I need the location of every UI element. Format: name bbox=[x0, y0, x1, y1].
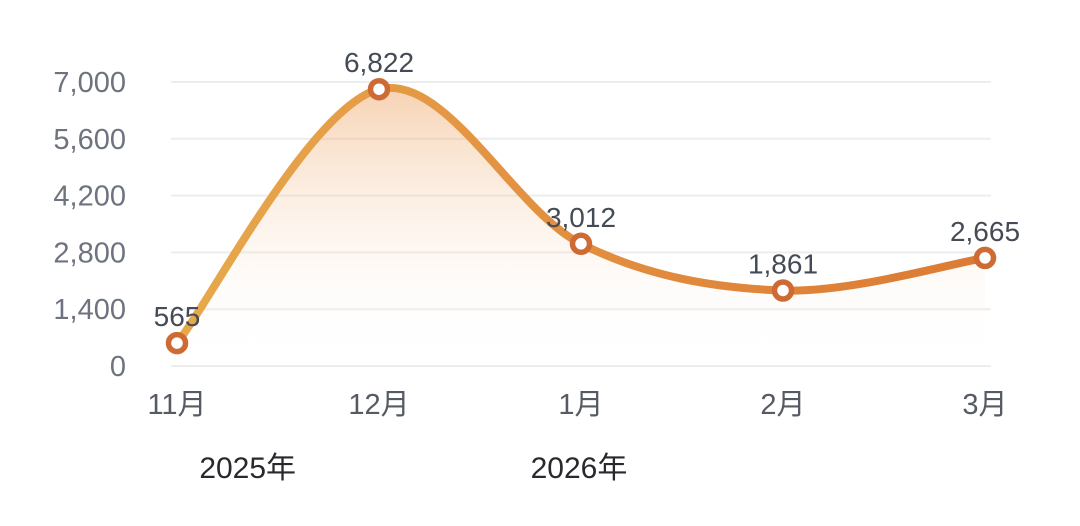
data-point-marker-12月[interactable] bbox=[367, 77, 391, 101]
x-axis-tick-label: 11月 bbox=[147, 389, 206, 421]
x-axis-labels: 11月 12月 1月 2月 3月 bbox=[147, 389, 1007, 421]
y-axis-tick-label: 1,400 bbox=[53, 294, 126, 326]
data-labels: 565 6,822 3,012 1,861 2,665 bbox=[154, 47, 1020, 332]
y-axis-tick-label: 4,200 bbox=[53, 181, 126, 213]
year-label: 2026年 bbox=[531, 452, 628, 485]
x-axis-tick-label: 12月 bbox=[348, 389, 409, 421]
x-axis-tick-label: 1月 bbox=[558, 389, 603, 421]
data-point-marker-3月[interactable] bbox=[973, 246, 997, 270]
trend-line bbox=[173, 83, 989, 348]
data-label: 1,861 bbox=[748, 248, 818, 279]
data-label: 3,012 bbox=[546, 202, 616, 233]
y-axis-tick-label: 7,000 bbox=[53, 67, 126, 99]
x-axis-tick-label: 2月 bbox=[760, 389, 805, 421]
y-axis-labels: 0 1,400 2,800 4,200 5,600 7,000 bbox=[53, 67, 126, 383]
year-labels: 2025年 2026年 bbox=[199, 452, 627, 485]
data-label: 565 bbox=[154, 301, 201, 332]
data-point-marker-11月[interactable] bbox=[165, 331, 189, 355]
data-label: 2,665 bbox=[950, 216, 1020, 247]
y-axis-tick-label: 5,600 bbox=[53, 124, 126, 156]
data-point-marker-1月[interactable] bbox=[569, 232, 593, 256]
year-label: 2025年 bbox=[199, 452, 296, 485]
data-markers bbox=[165, 77, 997, 355]
data-point-marker-2月[interactable] bbox=[771, 279, 795, 302]
y-axis-tick-label: 2,800 bbox=[53, 237, 126, 269]
y-axis-tick-label: 0 bbox=[110, 351, 126, 383]
x-axis-tick-label: 3月 bbox=[962, 389, 1007, 421]
data-label: 6,822 bbox=[344, 47, 414, 78]
